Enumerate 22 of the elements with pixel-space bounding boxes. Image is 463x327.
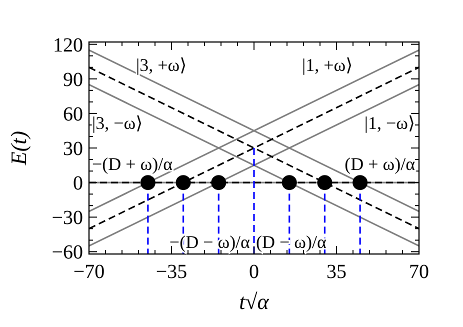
y-tick-label: −30: [52, 207, 83, 230]
annotation: −(D − ω)/α: [169, 232, 251, 252]
annotation: −(D + ω)/α: [92, 154, 174, 174]
annotation: |1, −ω⟩: [364, 113, 415, 133]
x-tick-label: 35: [326, 261, 346, 283]
annotation: |3, −ω⟩: [92, 113, 143, 133]
annotation: |3, +ω⟩: [136, 55, 187, 75]
annotation: (D + ω)/α: [344, 154, 416, 174]
y-tick-label: 30: [63, 138, 83, 160]
x-tick-label: 0: [249, 261, 259, 283]
x-tick-label: −35: [156, 261, 188, 283]
x-tick-label: −70: [73, 261, 105, 283]
y-tick-label: 90: [63, 68, 83, 91]
y-axis-title: E(t): [6, 130, 31, 166]
y-tick-label: −60: [52, 242, 83, 264]
x-axis-title: t√α: [239, 289, 270, 314]
annotation: (D − ω)/α: [256, 232, 327, 252]
y-tick-label: 120: [53, 34, 83, 56]
x-tick-label: 70: [409, 261, 429, 283]
y-tick-label: 60: [63, 103, 83, 126]
annotation: |1, +ω⟩: [302, 55, 353, 75]
y-tick-label: 0: [73, 172, 83, 195]
